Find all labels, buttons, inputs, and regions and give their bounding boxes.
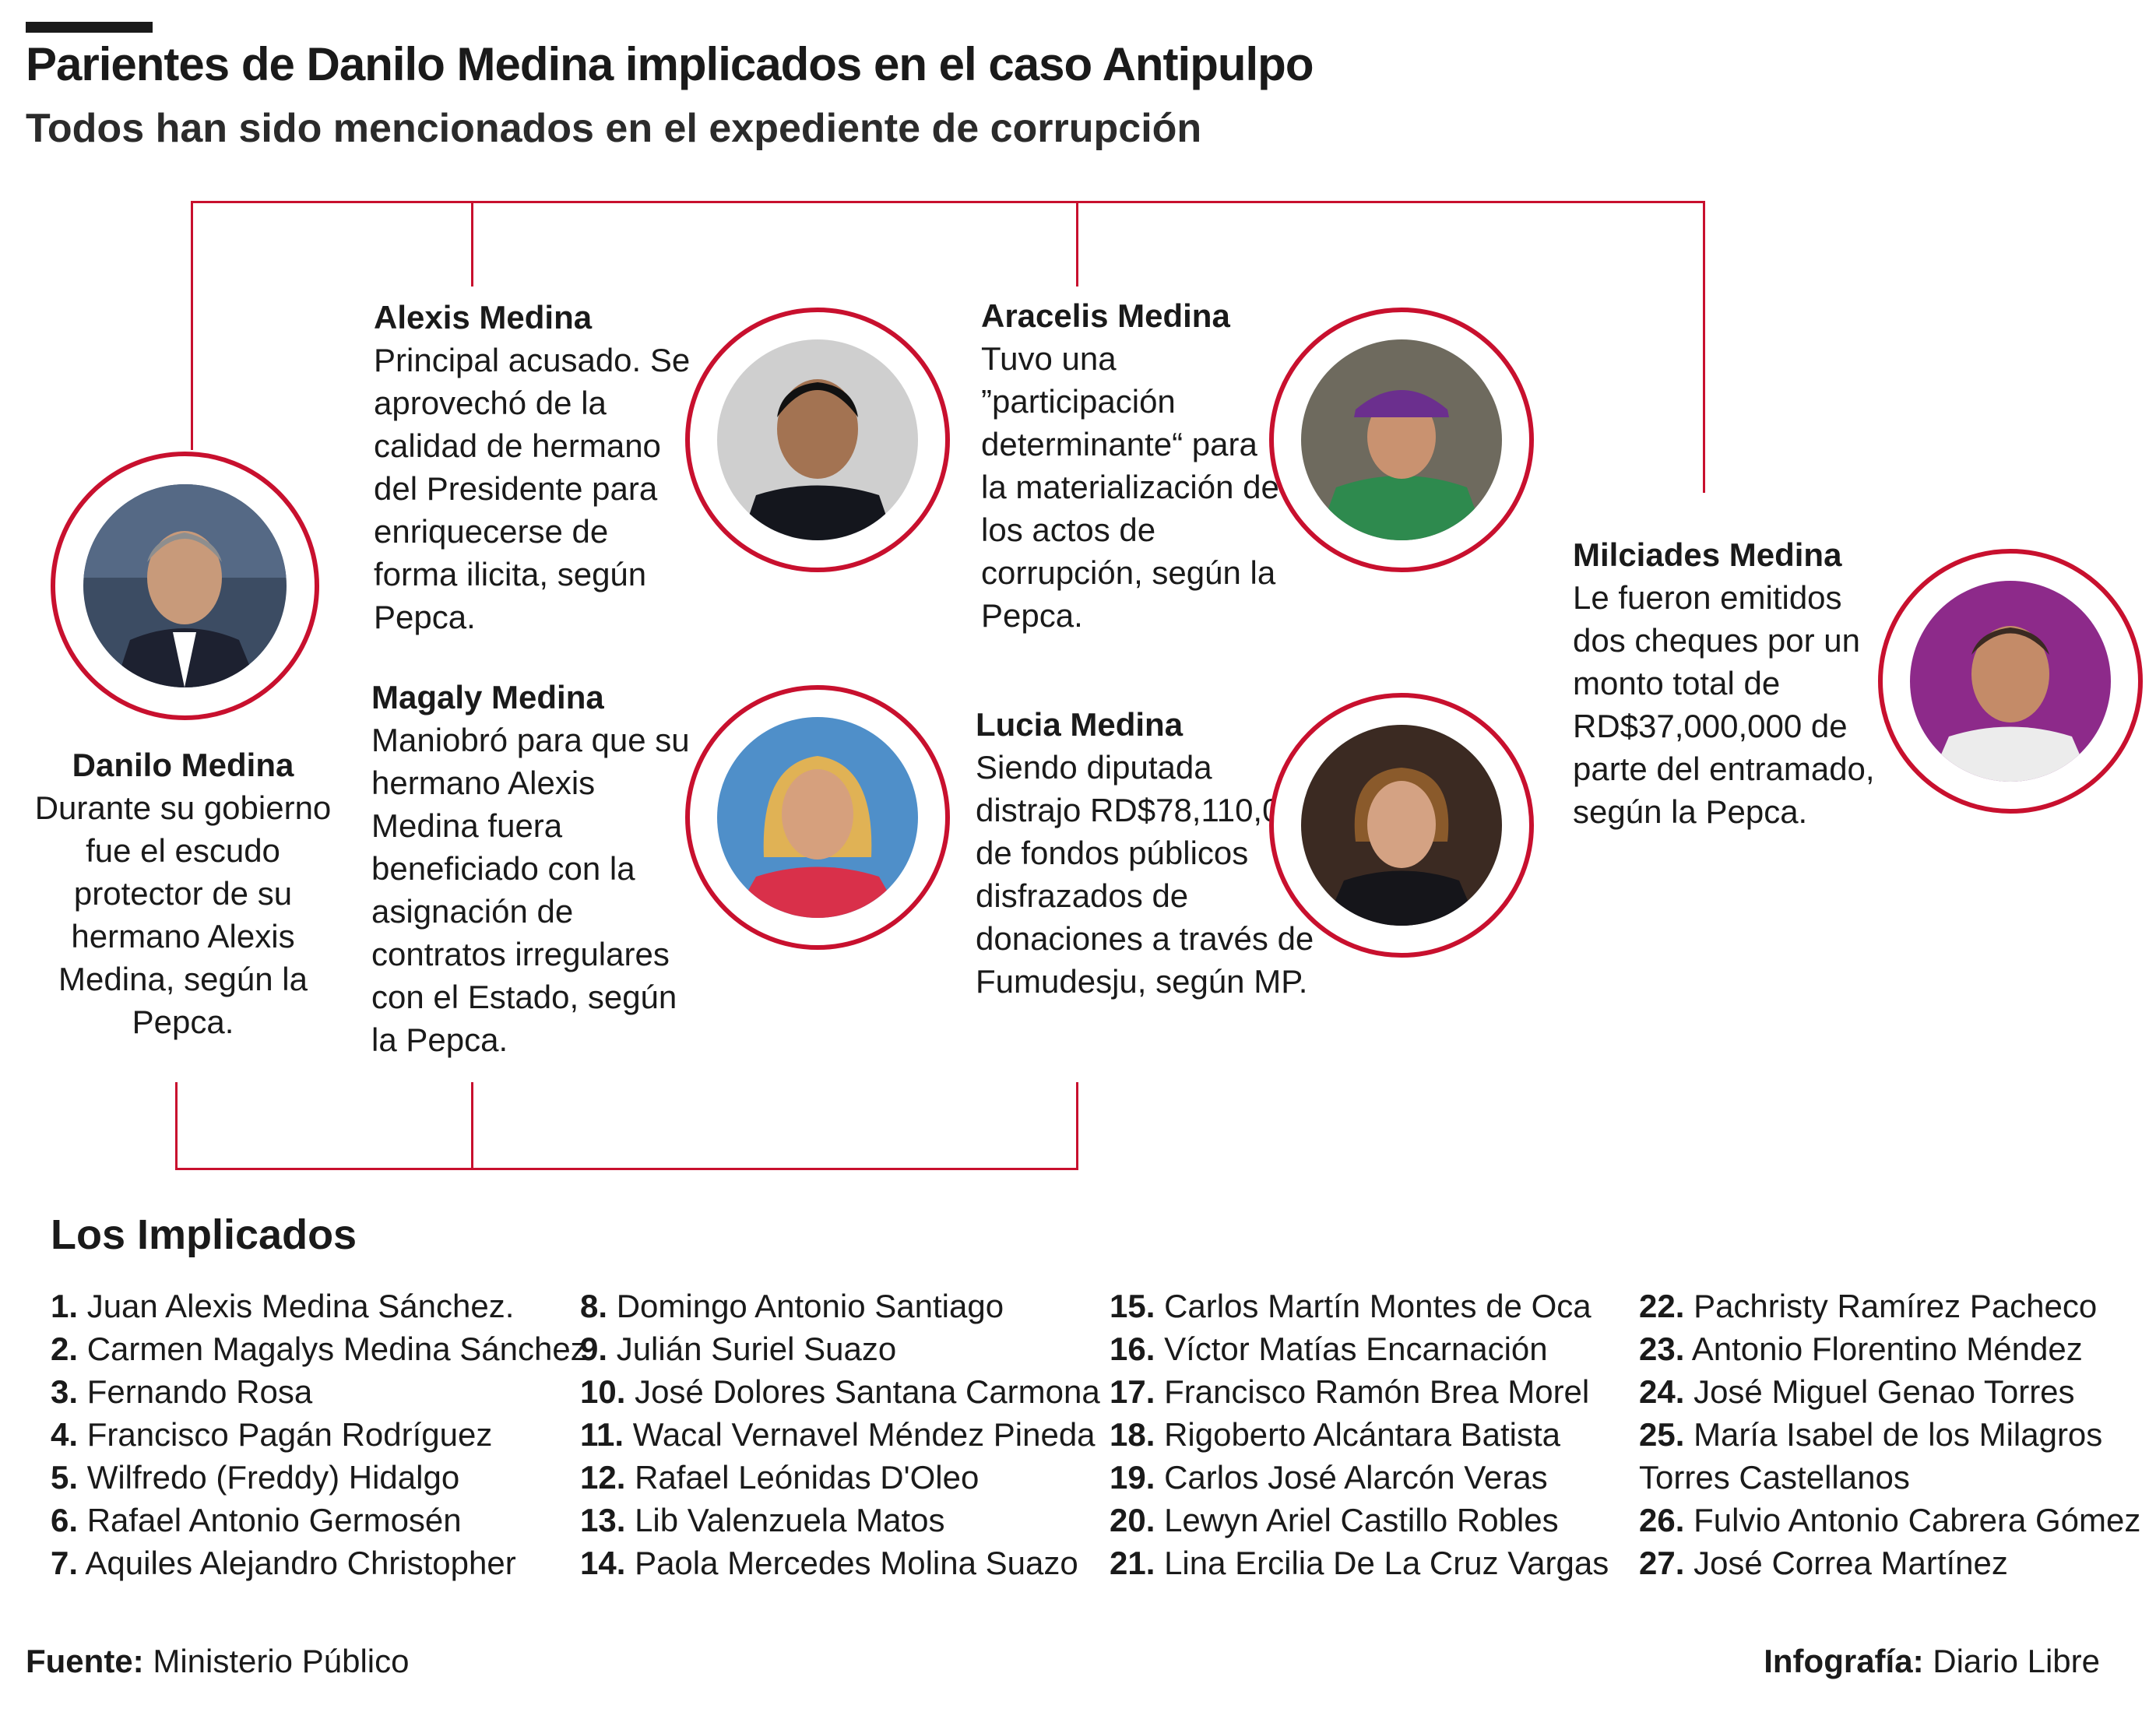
list-item: 19. Carlos José Alarcón Veras — [1110, 1459, 1548, 1496]
connector-danilo-top — [191, 201, 193, 450]
connector-danilo-bottom — [175, 1082, 178, 1170]
list-item: 21. Lina Ercilia De La Cruz Vargas — [1110, 1545, 1609, 1581]
danilo-name: Danilo Medina — [72, 747, 294, 783]
list-item: 26. Fulvio Antonio Cabrera Gómez — [1639, 1502, 2141, 1538]
alexis-text: Principal acusado. Se aprovechó de la ca… — [374, 342, 691, 635]
list-item: 8. Domingo Antonio Santiago — [580, 1288, 1004, 1324]
connector-magaly — [471, 1082, 473, 1170]
list-item: 11. Wacal Vernavel Méndez Pineda — [580, 1416, 1096, 1453]
list-item: 2. Carmen Magalys Medina Sánchez — [51, 1331, 587, 1367]
connector-top — [191, 201, 1705, 203]
alexis-card: Alexis Medina Principal acusado. Se apro… — [374, 296, 693, 638]
implicados-col-1: 1. Juan Alexis Medina Sánchez. 2. Carmen… — [51, 1285, 587, 1584]
page-subtitle: Todos han sido mencionados en el expedie… — [26, 106, 1202, 151]
list-item: 16. Víctor Matías Encarnación — [1110, 1331, 1548, 1367]
list-item: 5. Wilfredo (Freddy) Hidalgo — [51, 1459, 460, 1496]
milciades-photo — [1878, 549, 2143, 814]
magaly-photo — [685, 685, 950, 950]
connector-bottom — [175, 1168, 1078, 1170]
aracelis-card: Aracelis Medina Tuvo una ”participación … — [981, 294, 1285, 637]
list-item: 10. José Dolores Santana Carmona — [580, 1373, 1100, 1410]
list-item: 14. Paola Mercedes Molina Suazo — [580, 1545, 1078, 1581]
alexis-name: Alexis Medina — [374, 299, 593, 336]
aracelis-photo — [1269, 308, 1534, 572]
list-item-continuation: Torres Castellanos — [1639, 1459, 1910, 1496]
list-item: 20. Lewyn Ariel Castillo Robles — [1110, 1502, 1559, 1538]
milciades-text: Le fueron emitidos dos cheques por un mo… — [1573, 579, 1875, 830]
credit-label: Infografía: — [1764, 1643, 1924, 1679]
aracelis-name: Aracelis Medina — [981, 297, 1230, 334]
section-title: Los Implicados — [51, 1211, 357, 1258]
danilo-card: Danilo Medina Durante su gobierno fue el… — [31, 744, 335, 1043]
list-item: 12. Rafael Leónidas D'Oleo — [580, 1459, 980, 1496]
implicados-col-2: 8. Domingo Antonio Santiago 9. Julián Su… — [580, 1285, 1100, 1584]
list-item: 23. Antonio Florentino Méndez — [1639, 1331, 2083, 1367]
credit-value: Diario Libre — [1933, 1643, 2100, 1679]
list-item: 22. Pachristy Ramírez Pacheco — [1639, 1288, 2098, 1324]
implicados-col-3: 15. Carlos Martín Montes de Oca 16. Víct… — [1110, 1285, 1609, 1584]
lucia-text: Siendo diputada distrajo RD$78,110,000 d… — [976, 749, 1317, 1000]
list-item: 15. Carlos Martín Montes de Oca — [1110, 1288, 1592, 1324]
list-item: 9. Julián Suriel Suazo — [580, 1331, 897, 1367]
magaly-card: Magaly Medina Maniobró para que su herma… — [371, 676, 698, 1061]
list-item: 3. Fernando Rosa — [51, 1373, 313, 1410]
list-item: 13. Lib Valenzuela Matos — [580, 1502, 945, 1538]
portrait-icon — [83, 484, 287, 687]
portrait-icon — [1910, 581, 2111, 782]
list-item: 18. Rigoberto Alcántara Batista — [1110, 1416, 1561, 1453]
source-value: Ministerio Público — [153, 1643, 410, 1679]
connector-aracelis — [1076, 201, 1078, 287]
source-note: Fuente: Ministerio Público — [26, 1643, 409, 1680]
alexis-photo — [685, 308, 950, 572]
implicados-col-4: 22. Pachristy Ramírez Pacheco 23. Antoni… — [1639, 1285, 2140, 1584]
list-item: 7. Aquiles Alejandro Christopher — [51, 1545, 516, 1581]
magaly-name: Magaly Medina — [371, 679, 604, 715]
portrait-icon — [717, 339, 918, 540]
portrait-icon — [1301, 339, 1502, 540]
lucia-photo — [1269, 693, 1534, 958]
list-item: 1. Juan Alexis Medina Sánchez. — [51, 1288, 515, 1324]
portrait-icon — [1301, 725, 1502, 926]
list-item: 25. María Isabel de los Milagros — [1639, 1416, 2103, 1453]
danilo-photo — [51, 452, 319, 720]
connector-lucia — [1076, 1082, 1078, 1170]
lucia-name: Lucia Medina — [976, 706, 1184, 743]
list-item: 24. José Miguel Genao Torres — [1639, 1373, 2075, 1410]
list-item: 17. Francisco Ramón Brea Morel — [1110, 1373, 1590, 1410]
lucia-card: Lucia Medina Siendo diputada distrajo RD… — [976, 703, 1318, 1003]
source-label: Fuente: — [26, 1643, 144, 1679]
portrait-icon — [717, 717, 918, 918]
connector-alexis — [471, 201, 473, 287]
danilo-text: Durante su gobierno fue el escudo protec… — [34, 789, 332, 1040]
list-item: 4. Francisco Pagán Rodríguez — [51, 1416, 493, 1453]
milciades-name: Milciades Medina — [1573, 536, 1842, 573]
credit-note: Infografía: Diario Libre — [1764, 1643, 2100, 1680]
list-item: 6. Rafael Antonio Germosén — [51, 1502, 462, 1538]
aracelis-text: Tuvo una ”participación determinante“ pa… — [981, 340, 1279, 634]
connector-milciades — [1703, 201, 1705, 493]
milciades-card: Milciades Medina Le fueron emitidos dos … — [1573, 533, 1900, 833]
header-rule — [26, 22, 153, 33]
magaly-text: Maniobró para que su hermano Alexis Medi… — [371, 722, 690, 1058]
page-title: Parientes de Danilo Medina implicados en… — [26, 38, 1314, 90]
list-item: 27. José Correa Martínez — [1639, 1545, 2008, 1581]
